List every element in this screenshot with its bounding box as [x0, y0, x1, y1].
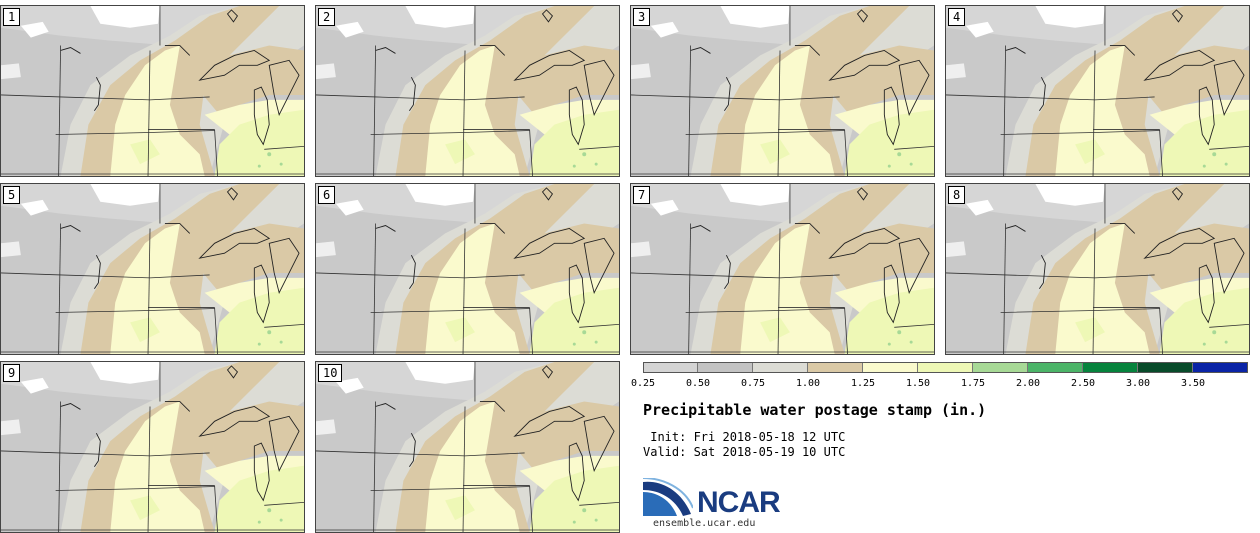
precipitable-water-map	[316, 6, 619, 176]
colorbar-bin	[1028, 362, 1083, 373]
ensemble-member-map-3: 3	[630, 5, 935, 177]
ncar-logo: NCAR ensemble.ucar.edu	[643, 478, 803, 533]
member-number-label: 10	[318, 364, 343, 382]
init-time: Init: Fri 2018-05-18 12 UTC	[643, 430, 846, 444]
colorbar-tick-label: 2.50	[1070, 378, 1096, 389]
ensemble-member-map-4: 4	[945, 5, 1250, 177]
member-number-label: 4	[948, 8, 966, 26]
colorbar-tick-label: 1.00	[795, 378, 821, 389]
colorbar-bin	[1138, 362, 1193, 373]
chart-title: Precipitable water postage stamp (in.)	[643, 401, 987, 419]
colorbar-bin	[973, 362, 1028, 373]
precipitable-water-map	[631, 6, 934, 176]
member-number-label: 2	[318, 8, 336, 26]
member-number-label: 6	[318, 186, 336, 204]
member-number-label: 3	[633, 8, 651, 26]
colorbar-tick-label: 3.00	[1125, 378, 1151, 389]
colorbar-bin	[808, 362, 863, 373]
member-number-label: 9	[3, 364, 21, 382]
colorbar: 0.25 0.50 0.75 1.00 1.25 1.50 1.75 2.00 2.50 3.00…	[631, 362, 1248, 392]
colorbar-bin	[918, 362, 973, 373]
member-number-label: 5	[3, 186, 21, 204]
precipitable-water-map	[1, 184, 304, 354]
colorbar-bin	[1083, 362, 1138, 373]
precipitable-water-map	[946, 184, 1249, 354]
precipitable-water-map	[1, 362, 304, 532]
colorbar-tick-label: 0.75	[740, 378, 766, 389]
ncar-swoosh-icon	[643, 478, 693, 516]
member-number-label: 8	[948, 186, 966, 204]
ensemble-member-map-1: 1	[0, 5, 305, 177]
precipitable-water-map	[316, 362, 619, 532]
ensemble-member-map-5: 5	[0, 183, 305, 355]
colorbar-bin	[643, 362, 698, 373]
ensemble-member-map-7: 7	[630, 183, 935, 355]
colorbar-bin	[698, 362, 753, 373]
colorbar-bin	[753, 362, 808, 373]
ensemble-member-map-2: 2	[315, 5, 620, 177]
ensemble-member-map-8: 8	[945, 183, 1250, 355]
colorbar-tick-label: 2.00	[1015, 378, 1041, 389]
ncar-wordmark: NCAR	[697, 486, 781, 519]
ensemble-member-map-6: 6	[315, 183, 620, 355]
precipitable-water-map	[316, 184, 619, 354]
colorbar-frame	[643, 362, 1248, 373]
precipitable-water-map	[946, 6, 1249, 176]
valid-time: Valid: Sat 2018-05-19 10 UTC	[643, 445, 846, 459]
colorbar-tick-label: 0.50	[685, 378, 711, 389]
precipitable-water-map	[631, 184, 934, 354]
ensemble-member-map-10: 10	[315, 361, 620, 533]
member-number-label: 1	[3, 8, 21, 26]
colorbar-tick-label: 0.25	[630, 378, 656, 389]
colorbar-tick-label: 1.25	[850, 378, 876, 389]
colorbar-tick-label: 1.50	[905, 378, 931, 389]
colorbar-tick-label: 3.50	[1180, 378, 1206, 389]
ensemble-member-map-9: 9	[0, 361, 305, 533]
colorbar-tick-label: 1.75	[960, 378, 986, 389]
colorbar-bin	[863, 362, 918, 373]
precipitable-water-map	[1, 6, 304, 176]
ensemble-url: ensemble.ucar.edu	[653, 518, 756, 529]
member-number-label: 7	[633, 186, 651, 204]
